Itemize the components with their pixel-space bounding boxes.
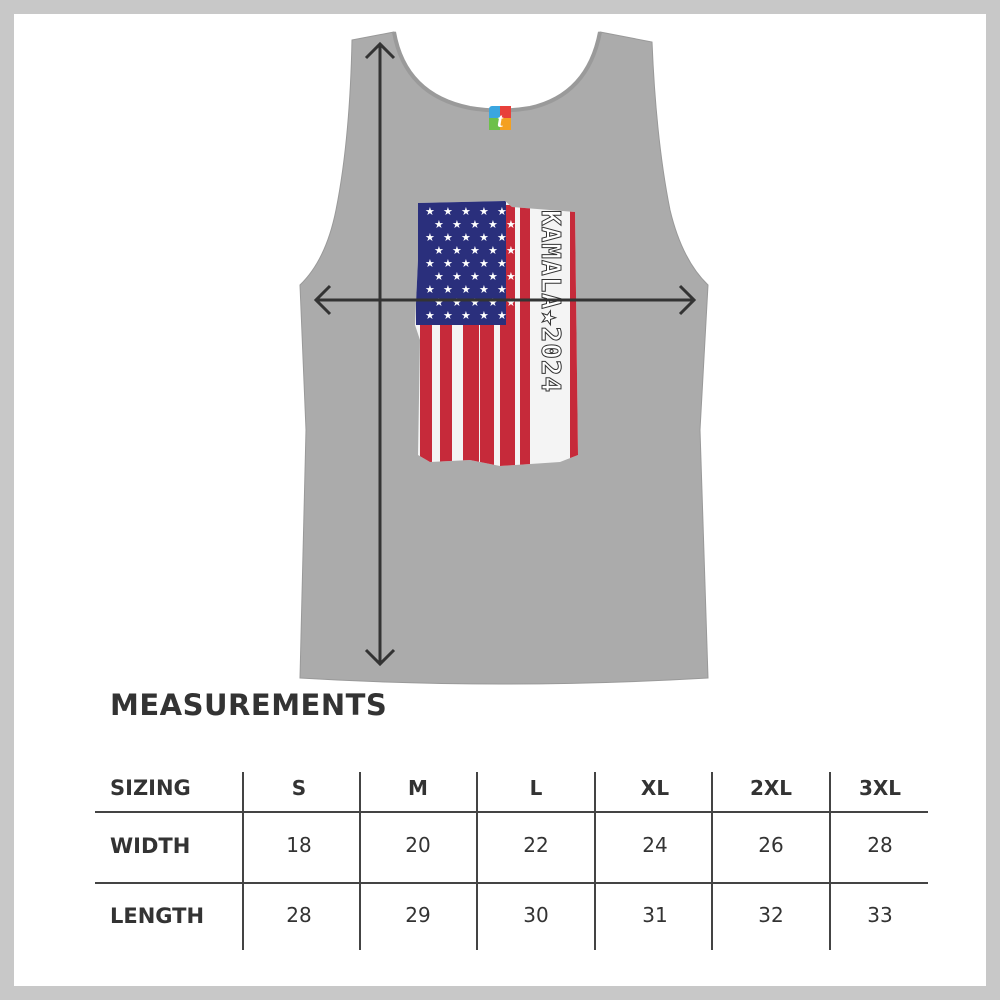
- svg-text:★: ★: [497, 283, 507, 296]
- svg-text:★: ★: [461, 309, 471, 322]
- svg-text:★: ★: [488, 270, 498, 283]
- table-divider: [594, 772, 596, 950]
- svg-text:★: ★: [443, 205, 453, 218]
- svg-text:★: ★: [470, 218, 480, 231]
- size-header: S: [291, 776, 307, 800]
- size-header: 2XL: [749, 776, 793, 800]
- svg-text:★: ★: [488, 218, 498, 231]
- table-divider: [476, 772, 478, 950]
- size-header: M: [408, 776, 428, 800]
- svg-text:★: ★: [506, 270, 516, 283]
- design-text: KAMALA★2024: [535, 210, 565, 393]
- length-value: 31: [642, 903, 668, 927]
- svg-text:★: ★: [434, 218, 444, 231]
- svg-text:★: ★: [461, 283, 471, 296]
- svg-text:★: ★: [425, 231, 435, 244]
- brand-logo: t: [489, 106, 511, 132]
- svg-text:★: ★: [425, 309, 435, 322]
- svg-text:★: ★: [443, 283, 453, 296]
- svg-text:★: ★: [506, 296, 516, 309]
- length-value: 33: [867, 903, 893, 927]
- svg-text:★: ★: [506, 244, 516, 257]
- svg-text:★: ★: [461, 257, 471, 270]
- distressed-flag-graphic: ★ ★ ★ ★ ★★ ★ ★ ★ ★★ ★ ★ ★ ★★ ★ ★ ★ ★★ ★ ★ ★ ★★ ★ ★ ★ ★★ ★ ★ ★ ★★ ★ ★ ★ ★…: [415, 201, 578, 466]
- length-value: 29: [405, 903, 431, 927]
- table-divider: [359, 772, 361, 950]
- size-header: 3XL: [858, 776, 902, 800]
- svg-text:★: ★: [497, 257, 507, 270]
- svg-text:★: ★: [479, 205, 489, 218]
- svg-text:★: ★: [425, 205, 435, 218]
- svg-text:★: ★: [452, 244, 462, 257]
- svg-text:★: ★: [461, 231, 471, 244]
- svg-text:★: ★: [497, 309, 507, 322]
- svg-text:★: ★: [452, 270, 462, 283]
- measurements-title: MEASUREMENTS: [110, 688, 388, 722]
- svg-text:★: ★: [452, 218, 462, 231]
- svg-text:★: ★: [488, 244, 498, 257]
- svg-text:★: ★: [470, 270, 480, 283]
- size-header: L: [529, 776, 543, 800]
- width-value: 28: [867, 833, 893, 857]
- svg-text:★: ★: [488, 296, 498, 309]
- svg-text:★: ★: [470, 244, 480, 257]
- length-value: 28: [286, 903, 312, 927]
- table-divider: [829, 772, 831, 950]
- svg-text:★: ★: [470, 296, 480, 309]
- width-value: 22: [523, 833, 549, 857]
- length-value: 30: [523, 903, 549, 927]
- svg-text:★: ★: [497, 205, 507, 218]
- svg-text:★: ★: [461, 205, 471, 218]
- svg-text:★: ★: [434, 270, 444, 283]
- svg-text:★: ★: [425, 257, 435, 270]
- width-arrow: [313, 284, 697, 316]
- length-value: 32: [758, 903, 784, 927]
- svg-text:★: ★: [479, 231, 489, 244]
- width-value: 18: [286, 833, 312, 857]
- svg-text:★: ★: [434, 296, 444, 309]
- svg-text:★: ★: [443, 231, 453, 244]
- svg-text:★: ★: [479, 257, 489, 270]
- length-row-label: LENGTH: [110, 904, 205, 928]
- width-value: 26: [758, 833, 784, 857]
- table-divider: [242, 772, 244, 950]
- table-divider: [95, 811, 928, 813]
- svg-text:★: ★: [506, 218, 516, 231]
- table-divider: [95, 882, 928, 884]
- width-value: 20: [405, 833, 431, 857]
- width-value: 24: [642, 833, 668, 857]
- svg-text:★: ★: [479, 283, 489, 296]
- svg-text:★: ★: [479, 309, 489, 322]
- svg-text:t: t: [497, 110, 504, 132]
- width-row-label: WIDTH: [110, 834, 191, 858]
- sizing-header-label: SIZING: [110, 776, 191, 800]
- svg-text:★: ★: [452, 296, 462, 309]
- length-arrow: [364, 41, 396, 667]
- size-header: XL: [640, 776, 670, 800]
- svg-text:★: ★: [443, 257, 453, 270]
- svg-text:★: ★: [425, 283, 435, 296]
- svg-text:★: ★: [434, 244, 444, 257]
- svg-text:★: ★: [497, 231, 507, 244]
- table-divider: [711, 772, 713, 950]
- svg-text:★: ★: [443, 309, 453, 322]
